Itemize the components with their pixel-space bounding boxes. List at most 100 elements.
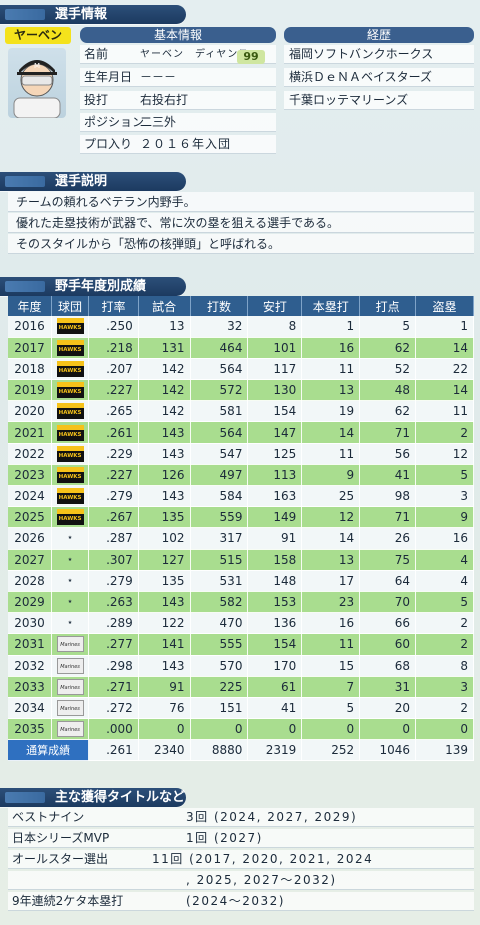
baystars-logo-icon: ★ [67,556,73,563]
stats-cell-h: 117 [247,358,303,381]
stats-total-row: 通算成績 .261 2340 8880 2319 252 1046 139 [8,739,474,762]
stats-cell-g: 143 [138,591,191,614]
stats-cell-sb: 2 [415,421,474,444]
stats-team: Marines [51,633,90,656]
stats-column-header: 打点 [359,296,417,316]
marines-logo-icon: Marines [56,657,84,674]
stats-cell-hr: 7 [301,676,361,698]
description-line: 優れた走塁技術が武器で、常に次の塁を狙える選手である。 [8,213,474,233]
stats-cell-h: 147 [247,421,303,444]
stats-cell-ab: 497 [190,464,249,487]
stats-cell-hr: 14 [301,421,361,444]
hawks-logo-icon: HAWKS [56,424,84,441]
stats-cell-avg: .267 [88,506,139,529]
stats-cell-hr: 19 [301,400,361,423]
stats-cell-rbi: 5 [359,316,417,338]
stats-cell-hr: 0 [301,718,361,741]
stats-cell-sb: 2 [415,612,474,635]
stats-cell-rbi: 41 [359,464,417,487]
baystars-logo-icon: ★ [67,577,73,584]
stats-cell-h: 170 [247,655,303,677]
career-team: 福岡ソフトバンクホークス [284,45,474,64]
stats-column-header: 本塁打 [301,296,361,316]
stats-cell-avg: .307 [88,549,139,571]
hawks-logo-icon: HAWKS [56,488,84,505]
stats-year: 2022 [8,443,52,465]
stats-cell-rbi: 20 [359,697,417,720]
stats-cell-sb: 22 [415,358,474,381]
stats-cell-rbi: 26 [359,527,417,550]
stats-cell-h: 113 [247,464,303,487]
hawks-logo-icon: HAWKS [56,445,84,462]
stats-cell-hr: 16 [301,612,361,635]
stats-row: 2029 ★ .263 143 582 153 23 70 5 [8,591,474,614]
stats-cell-rbi: 31 [359,676,417,698]
player-name-tag: ヤーベン [5,27,71,44]
stats-column-header: 安打 [247,296,303,316]
stats-cell-ab: 572 [190,379,249,402]
info-row-position: ポジション 二三外 [80,113,276,132]
stats-cell-g: 131 [138,337,191,359]
stats-team: ★ [51,591,90,614]
stats-cell-g: 126 [138,464,191,487]
stats-column-header: 球団 [51,296,90,316]
stats-cell-g: 143 [138,421,191,444]
stats-cell-avg: .261 [88,421,139,444]
stats-team: Marines [51,655,90,677]
section-header-titles: 主な獲得タイトルなど [0,788,186,807]
stats-cell-ab: 225 [190,676,249,698]
stats-cell-ab: 581 [190,400,249,423]
stats-row: 2016 HAWKS .250 13 32 8 1 5 1 [8,316,474,338]
stats-cell-sb: 3 [415,485,474,508]
stats-cell-avg: .250 [88,316,139,338]
stats-cell-g: 13 [138,316,191,338]
stats-cell-avg: .265 [88,400,139,423]
rating-badge: 99 [237,50,265,64]
stats-cell-rbi: 71 [359,506,417,529]
stats-cell-hr: 11 [301,633,361,656]
stats-cell-h: 125 [247,443,303,465]
stats-cell-ab: 470 [190,612,249,635]
svg-text:M: M [34,62,40,70]
stats-cell-sb: 2 [415,633,474,656]
stats-cell-ab: 564 [190,421,249,444]
stats-team: HAWKS [51,443,90,465]
stats-cell-avg: .272 [88,697,139,720]
stats-cell-h: 153 [247,591,303,614]
stats-cell-sb: 12 [415,443,474,465]
stats-cell-g: 143 [138,443,191,465]
stats-cell-rbi: 62 [359,400,417,423]
stats-cell-hr: 15 [301,655,361,677]
stats-cell-hr: 12 [301,506,361,529]
stats-column-header: 年度 [8,296,52,316]
stats-cell-avg: .287 [88,527,139,550]
stats-cell-hr: 17 [301,570,361,592]
stats-cell-h: 154 [247,633,303,656]
baystars-logo-icon: ★ [67,535,73,542]
stats-cell-rbi: 64 [359,570,417,592]
stats-cell-sb: 14 [415,337,474,359]
stats-cell-hr: 23 [301,591,361,614]
stats-cell-avg: .227 [88,464,139,487]
stats-cell-ab: 584 [190,485,249,508]
stats-cell-ab: 547 [190,443,249,465]
stats-cell-hr: 11 [301,443,361,465]
title-name: 9年連続2ケタ本塁打 [12,894,124,908]
stats-cell-sb: 5 [415,591,474,614]
stats-cell-sb: 4 [415,570,474,592]
stats-total-label: 通算成績 [8,739,90,762]
stats-row: 2019 HAWKS .227 142 572 130 13 48 14 [8,379,474,402]
stats-cell-h: 0 [247,718,303,741]
info-value: ２０１６年入団 [140,137,232,151]
stats-column-header: 打数 [190,296,249,316]
stats-year: 2028 [8,570,52,592]
info-label: 投打 [84,93,109,107]
stats-total-ab: 8880 [190,739,249,762]
stats-cell-hr: 14 [301,527,361,550]
title-name: 日本シリーズMVP [12,831,110,845]
stats-cell-sb: 0 [415,718,474,741]
stats-row: 2028 ★ .279 135 531 148 17 64 4 [8,570,474,592]
stats-cell-avg: .289 [88,612,139,635]
info-row-name: 名前 ヤーベン ディヤンス [80,45,276,64]
stats-cell-hr: 13 [301,549,361,571]
